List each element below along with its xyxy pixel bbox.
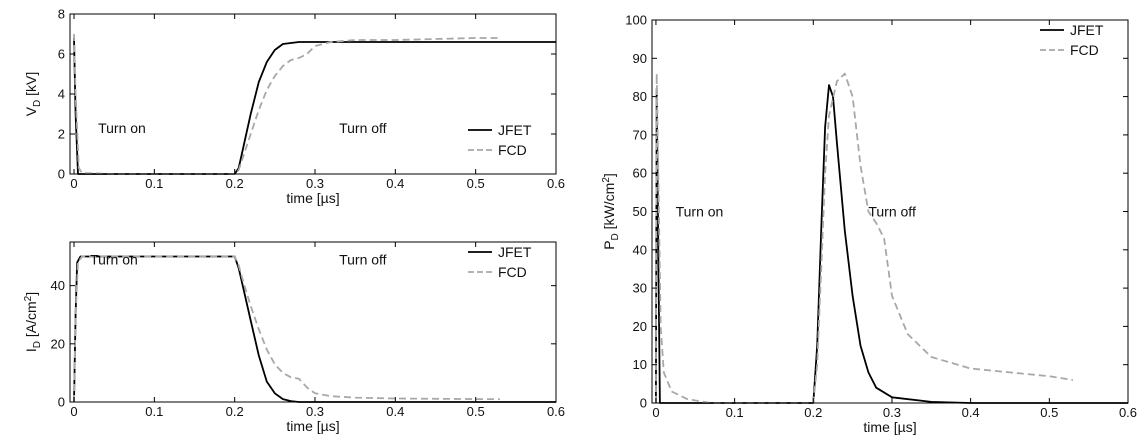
- vd-xtick-label: 0.6: [547, 176, 565, 191]
- id-annotation-turn-off: Turn off: [339, 251, 387, 267]
- pd-xtick-label: 0.3: [883, 405, 901, 420]
- id-legend-label-fcd: FCD: [498, 264, 527, 280]
- pd-xtick-label: 0: [652, 405, 659, 420]
- pd-ytick-label: 10: [633, 357, 647, 372]
- pd-ylabel-unit: [kW/cm: [601, 183, 617, 234]
- id-legend-label-jfet: JFET: [498, 244, 532, 260]
- chart-id: 0 0.1 0.2 0.3 0.4 0.5 0.6 0 20 40 time [µs] ID [A/c…: [23, 241, 565, 434]
- id-series-jfet-line: [73, 255, 556, 403]
- pd-xtick-label: 0.1: [726, 405, 744, 420]
- vd-legend-label-jfet: JFET: [498, 122, 532, 138]
- vd-ytick-label: 2: [58, 127, 65, 142]
- vd-ytick-label: 4: [58, 87, 65, 102]
- id-xtick-label: 0.1: [145, 404, 163, 419]
- pd-ytick-label: 30: [633, 281, 647, 296]
- pd-ytick-label: 70: [633, 127, 647, 142]
- vd-ytick-label: 0: [58, 167, 65, 182]
- vd-xtick-label: 0.5: [467, 176, 485, 191]
- pd-xtick-label: 0.6: [1119, 405, 1137, 420]
- vd-xtick-label: 0.4: [386, 176, 404, 191]
- pd-ytick-label: 60: [633, 166, 647, 181]
- vd-ytick-label: 8: [58, 7, 65, 22]
- vd-y-axis-label: VD [kV]: [23, 72, 43, 117]
- chart-pd: 0 0.1 0.2 0.3 0.4 0.5 0.6 0 10 20 30 40 50 60 70 80 90 10…: [601, 13, 1137, 436]
- id-xtick-label: 0.2: [226, 404, 244, 419]
- id-xtick-label: 0.5: [467, 404, 485, 419]
- vd-ylabel: V: [23, 106, 39, 116]
- vd-xtick-label: 0.2: [226, 176, 244, 191]
- id-ylabel-sup: 2: [23, 295, 34, 301]
- pd-xtick-label: 0.4: [962, 405, 980, 420]
- pd-ytick-label: 20: [633, 319, 647, 334]
- id-y-axis-label: ID [A/cm2]: [23, 292, 43, 352]
- id-ylabel-unit: [A/cm: [23, 301, 39, 341]
- id-xtick-label: 0.4: [386, 404, 404, 419]
- id-x-axis-label: time [µs]: [286, 418, 339, 434]
- id-series-fcd-line: [73, 255, 500, 403]
- pd-ylabel-sup: 2: [601, 177, 612, 183]
- vd-ylabel-sub: D: [32, 100, 43, 107]
- pd-ytick-label: 80: [633, 89, 647, 104]
- id-ylabel: I: [23, 348, 39, 352]
- vd-ylabel-unit: [kV]: [23, 72, 39, 100]
- pd-ytick-label: 0: [640, 396, 647, 411]
- vd-annotation-turn-off: Turn off: [339, 120, 387, 136]
- pd-series-fcd-line: [655, 72, 1074, 404]
- vd-xtick-label: 0: [70, 176, 77, 191]
- pd-legend-label-fcd: FCD: [1070, 42, 1099, 58]
- id-xtick-label: 0.6: [547, 404, 565, 419]
- id-ytick-label: 40: [51, 278, 65, 293]
- id-annotation-turn-on: Turn on: [90, 251, 138, 267]
- vd-annotation-turn-on: Turn on: [98, 120, 146, 136]
- id-ylabel-sub: D: [32, 341, 43, 348]
- vd-ytick-label: 6: [58, 47, 65, 62]
- id-ytick-label: 20: [51, 336, 65, 351]
- pd-x-axis-label: time [µs]: [863, 419, 916, 435]
- pd-series-jfet-line: [655, 84, 1128, 404]
- pd-annotation-turn-off: Turn off: [868, 204, 916, 220]
- pd-ytick-label: 50: [633, 204, 647, 219]
- pd-ylabel-sub: D: [610, 233, 621, 240]
- id-axes-frame: [69, 241, 557, 403]
- vd-series-fcd-line: [73, 33, 500, 175]
- vd-legend-label-fcd: FCD: [498, 142, 527, 158]
- vd-x-axis-label: time [µs]: [286, 190, 339, 206]
- vd-xtick-label: 0.1: [145, 176, 163, 191]
- pd-legend-label-jfet: JFET: [1070, 22, 1104, 38]
- chart-vd: 0 0.1 0.2 0.3 0.4 0.5 0.6 0 2 4 6 8 time [µs] VD [kV]…: [23, 7, 565, 207]
- pd-xtick-label: 0.2: [804, 405, 822, 420]
- id-ytick-label: 0: [58, 395, 65, 410]
- vd-series-jfet-line: [73, 37, 556, 175]
- pd-ytick-label: 100: [625, 13, 647, 28]
- vd-xtick-label: 0.3: [306, 176, 324, 191]
- pd-y-axis-label: PD [kW/cm2]: [601, 173, 621, 250]
- pd-ylabel: P: [601, 240, 617, 249]
- pd-ytick-label: 40: [633, 242, 647, 257]
- pd-ylabel-end: ]: [601, 173, 617, 177]
- pd-annotation-turn-on: Turn on: [676, 204, 724, 220]
- pd-xtick-label: 0.5: [1040, 405, 1058, 420]
- id-xtick-label: 0: [70, 404, 77, 419]
- pd-ytick-label: 90: [633, 51, 647, 66]
- id-xtick-label: 0.3: [306, 404, 324, 419]
- id-ylabel-end: ]: [23, 292, 39, 296]
